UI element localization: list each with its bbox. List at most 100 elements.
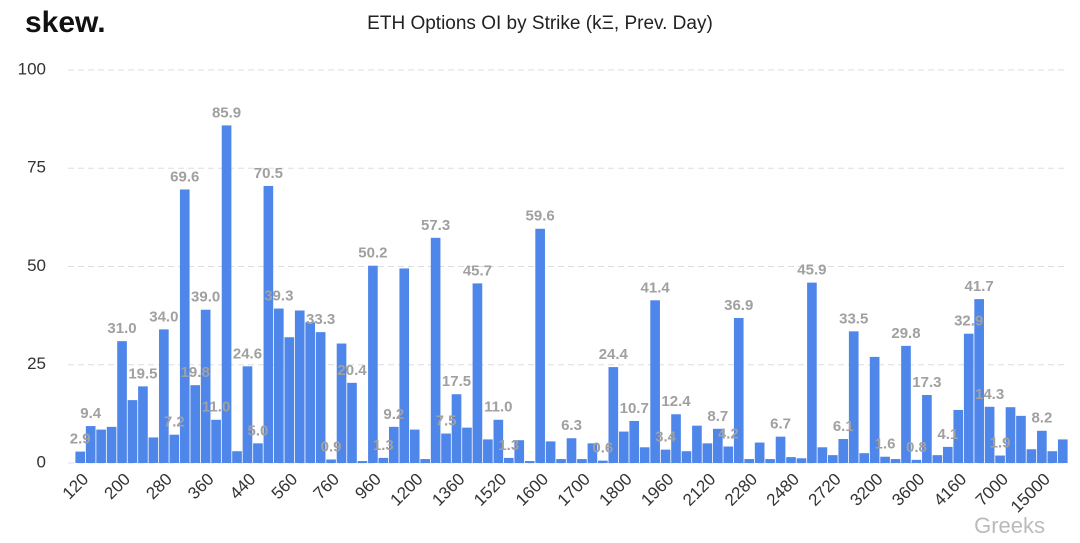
bar xyxy=(974,299,984,463)
value-label: 0.6 xyxy=(592,440,613,457)
value-label: 34.0 xyxy=(149,308,178,325)
bar xyxy=(733,317,744,463)
value-label: 57.3 xyxy=(421,217,450,234)
value-label: 3.4 xyxy=(655,429,677,446)
y-tick-label: 75 xyxy=(27,158,46,177)
value-label: 8.2 xyxy=(1031,410,1052,427)
value-label: 45.9 xyxy=(797,262,826,279)
value-label: 4.1 xyxy=(937,426,958,443)
x-tick-label: 1800 xyxy=(596,470,636,510)
value-label: 41.4 xyxy=(641,279,671,296)
bar xyxy=(368,265,378,463)
bar xyxy=(848,331,859,463)
bar xyxy=(326,459,336,463)
value-label: 59.6 xyxy=(526,208,555,225)
bar xyxy=(274,308,284,463)
x-tick-label: 560 xyxy=(268,470,301,503)
value-label: 39.3 xyxy=(264,288,293,305)
x-tick-label: 7000 xyxy=(972,470,1012,510)
value-label: 17.5 xyxy=(442,373,471,390)
bar xyxy=(922,395,932,463)
bar xyxy=(618,431,629,463)
bar xyxy=(294,310,305,463)
value-label: 1.3 xyxy=(373,437,394,454)
x-tick-label: 2280 xyxy=(721,470,761,510)
bar xyxy=(598,460,608,463)
bar xyxy=(409,429,420,463)
value-label: 24.4 xyxy=(599,346,629,363)
bar xyxy=(96,429,106,463)
bar xyxy=(1057,439,1068,463)
value-label: 10.7 xyxy=(620,400,649,417)
bar xyxy=(838,439,849,463)
value-label: 19.5 xyxy=(128,365,157,382)
bar xyxy=(1037,430,1047,463)
bar xyxy=(775,436,786,463)
y-tick-label: 100 xyxy=(18,59,46,78)
bar xyxy=(869,356,880,463)
x-tick-label: 3200 xyxy=(846,470,886,510)
chart-title: ETH Options OI by Strike (kΞ, Prev. Day) xyxy=(367,13,713,34)
bar xyxy=(1047,451,1058,463)
bar xyxy=(451,394,462,463)
bar xyxy=(336,343,347,463)
x-tick-label: 2720 xyxy=(805,470,845,510)
x-tick-label: 1520 xyxy=(470,470,510,510)
bar xyxy=(127,400,138,463)
bar xyxy=(253,443,263,463)
bar xyxy=(493,419,504,463)
bar xyxy=(169,434,180,463)
bar xyxy=(545,441,556,463)
bar xyxy=(890,459,901,463)
value-label: 0.8 xyxy=(906,439,927,456)
x-tick-label: 200 xyxy=(101,470,134,503)
value-label: 17.3 xyxy=(912,374,941,391)
bar xyxy=(932,455,943,463)
bar xyxy=(713,428,723,463)
bar xyxy=(723,446,734,463)
bar xyxy=(817,447,828,463)
bar xyxy=(556,459,566,463)
bar xyxy=(347,382,357,463)
bar xyxy=(305,322,316,463)
bar xyxy=(796,458,807,463)
bar xyxy=(462,427,472,463)
x-tick-label: 1960 xyxy=(637,470,677,510)
bar xyxy=(190,385,201,463)
bar xyxy=(514,440,525,463)
bar xyxy=(984,406,995,463)
x-tick-label: 1200 xyxy=(387,470,427,510)
x-tick-label: 120 xyxy=(59,470,92,503)
x-tick-label: 440 xyxy=(226,470,259,503)
bar xyxy=(901,345,911,463)
value-label: 6.1 xyxy=(833,418,854,435)
value-label: 45.7 xyxy=(463,262,492,279)
value-label: 5.0 xyxy=(247,422,268,439)
bar xyxy=(995,455,1005,463)
bar xyxy=(524,461,535,463)
bar xyxy=(117,341,127,463)
value-label: 29.8 xyxy=(891,325,920,342)
x-tick-label: 15000 xyxy=(1007,470,1054,517)
bar xyxy=(744,459,755,463)
bar xyxy=(754,442,765,463)
x-tick-label: 960 xyxy=(351,470,384,503)
bar xyxy=(430,237,441,463)
bar xyxy=(587,443,598,463)
bar xyxy=(608,367,619,463)
value-label: 1.9 xyxy=(990,435,1011,452)
bar xyxy=(577,459,587,463)
value-label: 69.6 xyxy=(170,168,199,185)
value-label: 7.2 xyxy=(164,414,185,431)
value-label: 20.4 xyxy=(337,362,367,379)
bar xyxy=(639,447,650,463)
bar xyxy=(284,337,295,463)
bar xyxy=(483,439,493,463)
bar xyxy=(472,283,483,463)
bar xyxy=(200,309,211,463)
value-label: 1.6 xyxy=(875,436,896,453)
bar xyxy=(859,453,869,463)
value-label: 2.9 xyxy=(70,431,91,448)
bar xyxy=(263,185,274,463)
value-label: 36.9 xyxy=(724,297,753,314)
